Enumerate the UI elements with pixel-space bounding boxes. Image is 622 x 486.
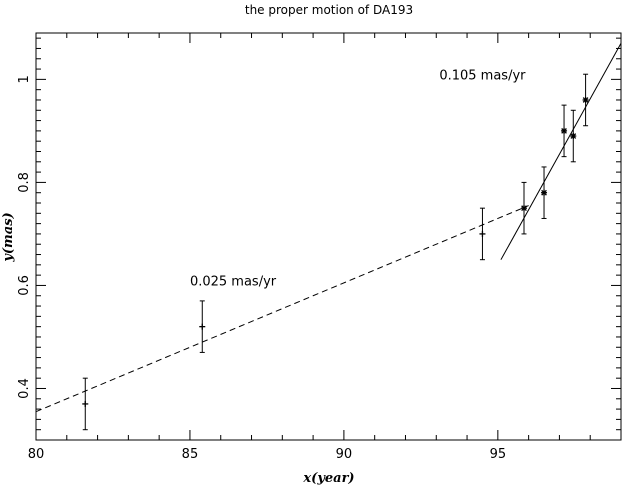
marker [561, 128, 567, 134]
plot-frame [35, 32, 622, 441]
fit-lines [35, 43, 622, 413]
solid-fit-line [500, 43, 622, 260]
axis-ticks: 80 85 90 95 0.4 0.6 0.8 1 [17, 33, 622, 462]
x-axis-label: x(year) [302, 471, 354, 486]
y-axis-label: y(mas) [1, 212, 16, 262]
dashed-fit-line [35, 205, 529, 413]
x-tick-label: 90 [336, 447, 353, 462]
chart-title: the proper motion of DA193 [245, 3, 413, 17]
y-tick-label: 0.8 [17, 172, 32, 193]
data-point [541, 166, 548, 219]
marker [541, 189, 547, 196]
marker [570, 133, 577, 139]
data-points [82, 73, 589, 431]
x-tick-label: 85 [182, 447, 199, 462]
slope-annotation: 0.025 mas/yr [190, 274, 277, 289]
data-point [199, 300, 206, 353]
data-point [521, 181, 528, 235]
y-tick-label: 1 [17, 75, 32, 83]
marker [521, 205, 527, 212]
marker [582, 97, 589, 103]
data-point [570, 109, 577, 163]
data-point [82, 377, 89, 431]
y-tick-label: 0.4 [17, 378, 32, 399]
slope-annotation: 0.105 mas/yr [439, 68, 526, 83]
y-tick-label: 0.6 [17, 275, 32, 296]
x-tick-label: 80 [28, 447, 45, 462]
data-point [582, 73, 589, 127]
x-tick-label: 95 [490, 447, 507, 462]
data-point [479, 207, 486, 261]
data-point [561, 104, 568, 158]
annotations: 0.025 mas/yr 0.105 mas/yr [190, 68, 526, 289]
